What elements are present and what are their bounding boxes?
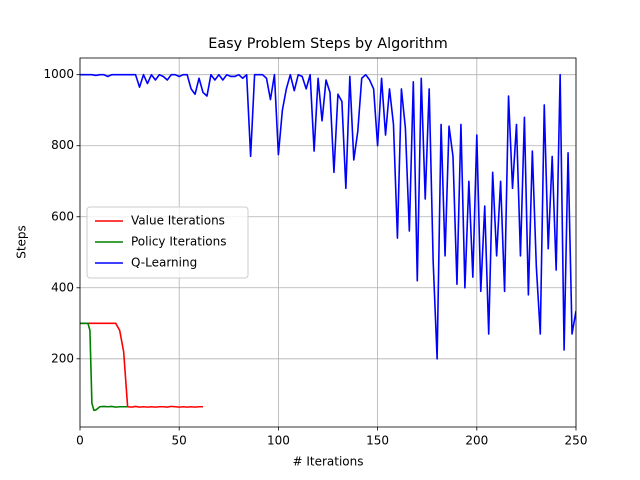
y-tick-label: 600 — [51, 209, 74, 223]
series-line — [80, 322, 204, 408]
x-tick-label: 150 — [366, 434, 389, 448]
legend-label: Policy Iterations — [131, 235, 226, 249]
x-tick-label: 50 — [172, 434, 187, 448]
x-axis-label: # Iterations — [292, 455, 363, 469]
y-tick-label: 400 — [51, 280, 74, 294]
x-tick-label: 200 — [465, 434, 488, 448]
legend-label: Q-Learning — [131, 256, 197, 270]
y-tick-label: 1000 — [43, 67, 74, 81]
chart-title: Easy Problem Steps by Algorithm — [208, 36, 447, 52]
y-tick-label: 200 — [51, 351, 74, 365]
series-line — [80, 73, 576, 360]
legend-label: Value Iterations — [131, 214, 225, 228]
series-line — [80, 322, 128, 412]
x-tick-label: 250 — [565, 434, 588, 448]
y-axis-label: Steps — [15, 225, 29, 259]
plot-frame — [79, 57, 577, 428]
y-tick-label: 800 — [51, 138, 74, 152]
legend-box — [86, 206, 249, 279]
x-tick-label: 0 — [76, 434, 84, 448]
x-tick-label: 100 — [267, 434, 290, 448]
